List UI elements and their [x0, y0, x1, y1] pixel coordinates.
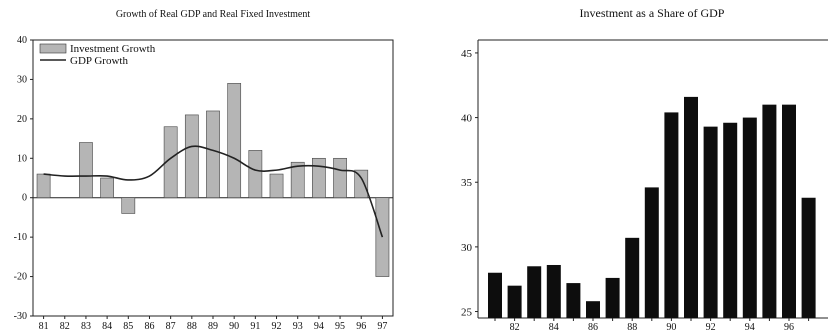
gdp-growth-line: [43, 145, 384, 238]
investment-growth-bars: [36, 83, 390, 277]
investment-share-bar: [527, 266, 542, 318]
gdp-growth-line-group: [43, 145, 384, 238]
investment-growth-bar: [184, 114, 199, 199]
growth-chart-legend: Investment Growth GDP Growth: [39, 43, 156, 67]
x-tick-label: 94: [314, 321, 324, 331]
growth-chart-y-axis: -30 -20 -10 0 10 20 30 40: [14, 35, 33, 322]
y-tick-label: -10: [14, 232, 27, 243]
x-tick-label: 96: [784, 322, 794, 331]
investment-growth-bar: [100, 177, 114, 199]
x-tick-label: 91: [250, 321, 260, 331]
share-chart: Investment as a Share of GDP 2530354045 …: [461, 6, 828, 331]
y-tick-label: 45: [461, 48, 473, 60]
x-tick-label: 92: [706, 322, 716, 331]
investment-growth-bar: [333, 157, 347, 199]
x-tick-label: 85: [123, 321, 133, 331]
growth-chart-x-axis: 81 82 83 84 85 86 87 88 89 90 91 92 93 94 95 96 97: [39, 316, 387, 331]
y-tick-label: -20: [14, 272, 27, 283]
x-tick-label: 82: [60, 321, 70, 331]
x-tick-label: 82: [510, 322, 520, 331]
investment-share-bar: [644, 187, 659, 318]
investment-share-bar: [782, 104, 796, 319]
legend-label-gdp-growth: GDP Growth: [70, 55, 128, 67]
investment-share-bar: [703, 126, 718, 318]
x-tick-label: 84: [549, 322, 559, 331]
investment-share-bar: [684, 96, 698, 318]
share-chart-title: Investment as a Share of GDP: [580, 6, 725, 20]
investment-share-bar: [586, 301, 600, 318]
x-tick-label: 83: [81, 321, 91, 331]
investment-share-bar: [801, 197, 816, 318]
investment-growth-bar: [354, 169, 369, 199]
x-tick-label: 97: [377, 321, 387, 331]
x-tick-label: 93: [293, 321, 303, 331]
investment-growth-bar: [36, 173, 51, 199]
x-tick-label: 88: [187, 321, 197, 331]
investment-share-bar: [566, 283, 581, 318]
investment-share-bar: [507, 285, 522, 318]
x-tick-label: 95: [335, 321, 345, 331]
x-tick-label: 84: [102, 321, 112, 331]
x-tick-label: 87: [166, 321, 176, 331]
y-tick-label: 30: [461, 242, 473, 254]
y-tick-label: 40: [461, 113, 473, 125]
x-tick-label: 94: [745, 322, 755, 331]
legend-swatch-investment-growth: [39, 43, 67, 54]
x-tick-label: 90: [229, 321, 239, 331]
investment-growth-bar: [269, 173, 284, 199]
y-tick-label: 30: [17, 74, 27, 85]
x-tick-label: 90: [666, 322, 676, 331]
y-tick-label: 25: [461, 307, 473, 319]
investment-share-bar: [742, 117, 757, 319]
investment-growth-bar: [248, 150, 263, 199]
investment-share-bar: [605, 277, 620, 318]
y-tick-label: 35: [461, 177, 473, 189]
x-tick-label: 92: [272, 321, 282, 331]
x-tick-label: 86: [144, 321, 154, 331]
y-tick-label: 20: [17, 114, 27, 125]
investment-growth-bar: [312, 157, 326, 199]
y-tick-label: 10: [17, 153, 27, 164]
growth-chart: Growth of Real GDP and Real Fixed Invest…: [14, 9, 394, 331]
investment-growth-bar: [79, 142, 93, 199]
y-tick-label: 0: [22, 193, 27, 204]
investment-share-bars: [488, 96, 816, 319]
x-tick-label: 89: [208, 321, 218, 331]
growth-chart-title: Growth of Real GDP and Real Fixed Invest…: [116, 9, 311, 20]
investment-growth-bar: [206, 110, 220, 199]
x-tick-label: 86: [588, 322, 598, 331]
investment-growth-bar: [290, 161, 305, 199]
investment-share-bar: [723, 122, 738, 319]
investment-growth-bar: [227, 83, 242, 199]
investment-share-bar: [625, 237, 640, 318]
y-tick-label: -30: [14, 311, 27, 322]
investment-growth-bar: [121, 197, 136, 214]
investment-share-bar: [762, 104, 777, 319]
share-chart-y-axis: 25 30 35 40 45: [461, 48, 478, 319]
legend-label-investment-growth: Investment Growth: [70, 43, 156, 55]
share-chart-x-axis: 82 84 86 88 90 92 94 96: [494, 318, 810, 331]
investment-growth-bar: [163, 126, 178, 199]
x-tick-label: 88: [627, 322, 637, 331]
investment-share-bar: [546, 264, 561, 318]
y-tick-label: 40: [17, 35, 27, 46]
x-tick-label: 81: [39, 321, 49, 331]
investment-share-bar: [488, 272, 502, 318]
x-tick-label: 96: [356, 321, 366, 331]
investment-share-bar: [664, 112, 679, 318]
